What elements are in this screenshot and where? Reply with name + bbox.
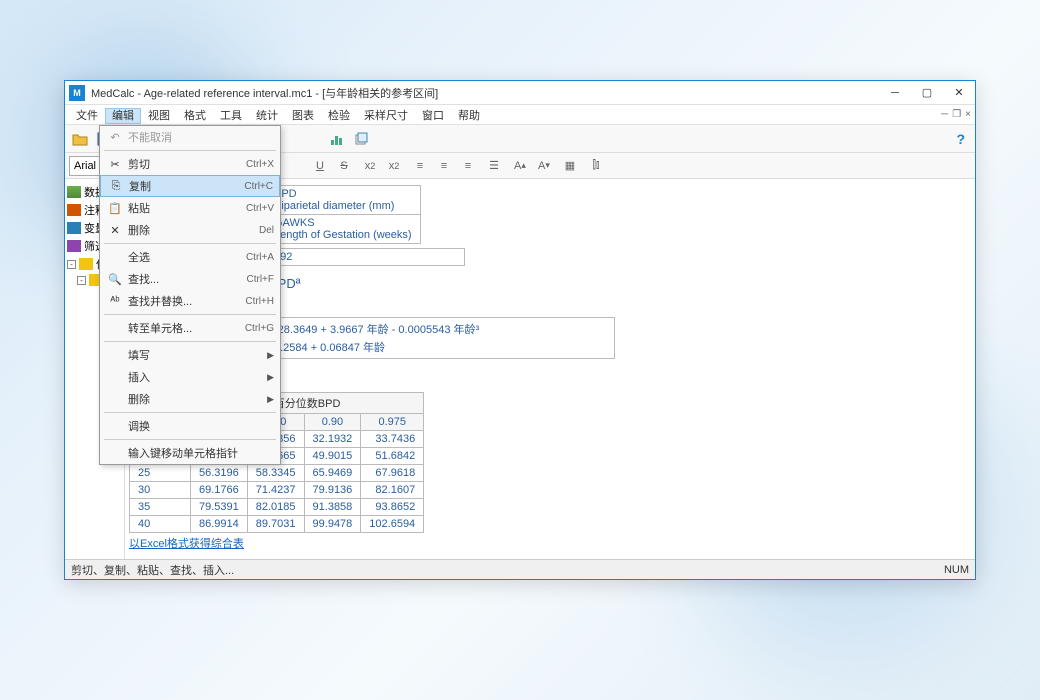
menu-检验[interactable]: 检验 <box>321 108 357 124</box>
open-icon[interactable] <box>69 128 91 150</box>
menubar: 文件编辑视图格式工具统计图表检验采样尺寸窗口帮助 ─ ❐ × ↶不能取消✂剪切C… <box>65 105 975 125</box>
menu-统计[interactable]: 统计 <box>249 108 285 124</box>
menu-采样尺寸[interactable]: 采样尺寸 <box>357 108 415 124</box>
align-center-button[interactable]: ≡ <box>433 155 455 177</box>
underline-button[interactable]: U <box>309 155 331 177</box>
stats-icon[interactable] <box>326 128 348 150</box>
menu-item-查找并替换...[interactable]: ᴬᵇ查找并替换...Ctrl+H <box>100 290 280 312</box>
menu-item-全选[interactable]: 全选Ctrl+A <box>100 246 280 268</box>
menu-item-剪切[interactable]: ✂剪切Ctrl+X <box>100 153 280 175</box>
minimize-button[interactable]: ─ <box>879 81 911 105</box>
copy-chart-icon[interactable] <box>350 128 372 150</box>
superscript-button[interactable]: x2 <box>383 155 405 177</box>
maximize-button[interactable]: ▢ <box>911 81 943 105</box>
mdi-controls: ─ ❐ × <box>941 109 971 120</box>
variable-info-box: BPDBiparietal diameter (mm) GAWKSLength … <box>265 185 421 244</box>
menu-item-查找...[interactable]: 🔍查找...Ctrl+F <box>100 268 280 290</box>
edit-menu-dropdown: ↶不能取消 ✂剪切Ctrl+X⎘复制Ctrl+C📋粘贴Ctrl+V✕删除Del 全选… <box>99 125 281 465</box>
window-buttons: ─ ▢ ✕ <box>879 81 975 105</box>
menu-item-输入键移动单元格指针[interactable]: 输入键移动单元格指针 <box>100 442 280 464</box>
menu-格式[interactable]: 格式 <box>177 108 213 124</box>
sample-size-box: 592 <box>265 248 465 266</box>
align-right-button[interactable]: ≡ <box>457 155 479 177</box>
list-button[interactable]: ☰ <box>483 155 505 177</box>
section-title-bpd: BPDª <box>265 276 975 291</box>
export-excel-link[interactable]: 以Excel格式获得综合表 <box>129 535 244 551</box>
menu-item-复制[interactable]: ⎘复制Ctrl+C <box>100 175 280 197</box>
menu-item-删除[interactable]: 删除▶ <box>100 388 280 410</box>
status-left: 剪切、复制、粘贴、查找、插入... <box>71 562 234 578</box>
app-icon: M <box>69 85 85 101</box>
menu-item-不能取消: ↶不能取消 <box>100 126 280 148</box>
menu-编辑[interactable]: 编辑 <box>105 108 141 124</box>
status-num: NUM <box>944 564 969 576</box>
strike-button[interactable]: S <box>333 155 355 177</box>
menu-item-转至单元格...[interactable]: 转至单元格...Ctrl+G <box>100 317 280 339</box>
menu-视图[interactable]: 视图 <box>141 108 177 124</box>
close-button[interactable]: ✕ <box>943 81 975 105</box>
menu-item-填写[interactable]: 填写▶ <box>100 344 280 366</box>
chart-button[interactable]: ⫿⫾ <box>585 155 607 177</box>
align-left-button[interactable]: ≡ <box>409 155 431 177</box>
menu-文件[interactable]: 文件 <box>69 108 105 124</box>
help-icon[interactable]: ? <box>950 131 971 147</box>
statusbar: 剪切、复制、粘贴、查找、插入... NUM <box>65 559 975 579</box>
menu-item-调换[interactable]: 调换 <box>100 415 280 437</box>
menu-窗口[interactable]: 窗口 <box>415 108 451 124</box>
menu-item-删除[interactable]: ✕删除Del <box>100 219 280 241</box>
font-shrink-button[interactable]: A▾ <box>533 155 555 177</box>
menu-帮助[interactable]: 帮助 <box>451 108 487 124</box>
menu-图表[interactable]: 图表 <box>285 108 321 124</box>
font-grow-button[interactable]: A▴ <box>509 155 531 177</box>
subscript-button[interactable]: x2 <box>359 155 381 177</box>
table-button[interactable]: ▦ <box>559 155 581 177</box>
app-window: M MedCalc - Age-related reference interv… <box>64 80 976 580</box>
menu-item-粘贴[interactable]: 📋粘贴Ctrl+V <box>100 197 280 219</box>
menu-item-插入[interactable]: 插入▶ <box>100 366 280 388</box>
window-title: MedCalc - Age-related reference interval… <box>89 85 879 101</box>
mdi-minimize[interactable]: ─ <box>941 109 948 120</box>
equation-box: -28.3649 + 3.9667 年龄 - 0.0005543 年龄³ 1.2… <box>265 317 615 359</box>
titlebar: M MedCalc - Age-related reference interv… <box>65 81 975 105</box>
mdi-close[interactable]: × <box>965 109 971 120</box>
mdi-restore[interactable]: ❐ <box>952 109 961 120</box>
menu-工具[interactable]: 工具 <box>213 108 249 124</box>
